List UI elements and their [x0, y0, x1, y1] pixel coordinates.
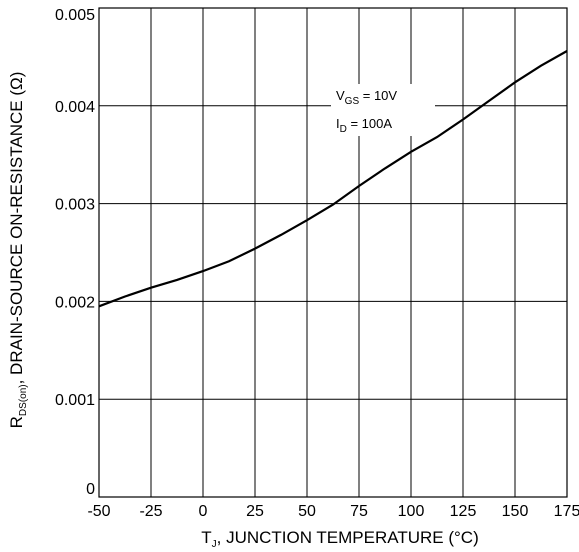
- x-axis-label: TJ, JUNCTION TEMPERATURE (°C): [201, 528, 479, 550]
- plot-frame: [98, 7, 568, 498]
- y-tick-label: 0.005: [55, 7, 95, 24]
- series-line: [98, 50, 568, 308]
- x-tick-label: 75: [350, 503, 368, 520]
- tick-labels: -50 -25 0 25 50 75 100 125 150 175 0 0.001 0.002 0.00…: [55, 7, 579, 520]
- x-tick-label: -50: [87, 503, 110, 520]
- y-tick-label: 0.001: [55, 392, 95, 409]
- x-tick-label: 25: [246, 503, 264, 520]
- y-axis-label: RDS(on), DRAIN-SOURCE ON-RESISTANCE (Ω): [7, 72, 29, 429]
- grid: [98, 7, 568, 498]
- y-tick-label: 0.003: [55, 197, 95, 214]
- y-tick-label: 0.004: [55, 99, 95, 116]
- annotation-box: [331, 84, 435, 136]
- x-tick-label: 100: [398, 503, 425, 520]
- x-tick-label: -25: [139, 503, 162, 520]
- annotation-vgs: VGS = 10V: [336, 88, 397, 107]
- x-tick-label: 50: [298, 503, 316, 520]
- y-tick-label: 0: [86, 481, 95, 498]
- x-tick-label: 125: [450, 503, 477, 520]
- annotation-id: ID = 100A: [336, 116, 392, 135]
- y-tick-label: 0.002: [55, 294, 95, 311]
- x-tick-label: 175: [554, 503, 579, 520]
- x-tick-label: 0: [199, 503, 208, 520]
- x-tick-label: 150: [502, 503, 529, 520]
